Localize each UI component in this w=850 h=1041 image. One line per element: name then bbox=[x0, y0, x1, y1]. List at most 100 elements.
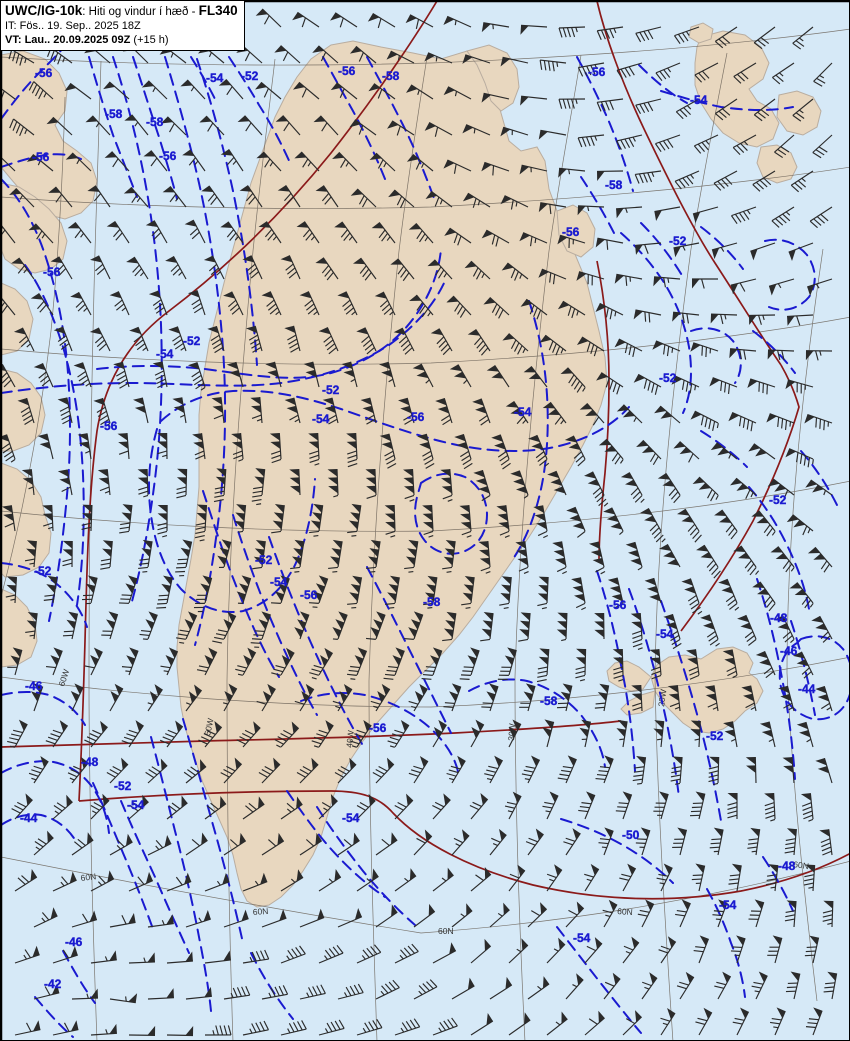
wind-barb bbox=[785, 971, 801, 1000]
wind-barb bbox=[328, 539, 343, 573]
isotherm--52-s bbox=[202, 490, 280, 678]
wind-barb bbox=[172, 397, 187, 424]
wind-barb bbox=[70, 683, 84, 712]
wind-barb bbox=[147, 988, 174, 1000]
wind-barb bbox=[90, 255, 111, 280]
isotherm--54-southtip bbox=[316, 806, 416, 926]
wind-barb bbox=[767, 935, 783, 964]
wind-barb bbox=[538, 129, 567, 140]
wind-barb bbox=[809, 206, 833, 229]
wind-barb bbox=[315, 257, 339, 281]
wind-barb bbox=[579, 403, 605, 426]
wind-barb bbox=[449, 364, 472, 388]
parallel-65n bbox=[1, 657, 849, 708]
isotherm--54-tr2 bbox=[638, 64, 688, 104]
wind-barb bbox=[652, 340, 681, 357]
wind-barb bbox=[332, 683, 353, 712]
wind-barb bbox=[480, 612, 494, 642]
wind-barb bbox=[708, 756, 720, 786]
wind-barb bbox=[128, 794, 149, 820]
wind-barb bbox=[212, 611, 237, 644]
isotherm--46-sw bbox=[1, 691, 86, 726]
wind-barb bbox=[322, 397, 339, 425]
wind-barb bbox=[409, 294, 434, 318]
wind-barb bbox=[258, 757, 281, 784]
wind-barb bbox=[481, 92, 510, 103]
wind-barb bbox=[804, 413, 833, 431]
wind-barb bbox=[280, 255, 301, 280]
wind-barb bbox=[478, 541, 491, 574]
wind-barb bbox=[467, 329, 491, 356]
wind-barb bbox=[635, 26, 662, 43]
baffin-coast-mid bbox=[1, 368, 46, 452]
wind-barb bbox=[299, 832, 323, 856]
wind-barb bbox=[667, 685, 681, 712]
wind-barb bbox=[90, 950, 117, 964]
wind-barb bbox=[489, 902, 510, 928]
wind-barb bbox=[71, 988, 99, 1000]
wind-barb bbox=[527, 976, 550, 1000]
wind-barb bbox=[156, 575, 173, 609]
isotherm--54-se bbox=[706, 888, 746, 998]
wind-barb bbox=[538, 202, 567, 215]
wind-barb bbox=[166, 795, 188, 820]
wind-barb bbox=[819, 829, 833, 856]
wind-barb bbox=[557, 755, 577, 784]
wind-barb bbox=[183, 759, 207, 784]
wind-barb bbox=[106, 757, 129, 784]
wind-barb bbox=[280, 869, 304, 892]
wind-barb bbox=[308, 433, 320, 466]
wind-barb bbox=[709, 827, 724, 856]
wind-barb bbox=[748, 314, 776, 325]
wind-barb bbox=[349, 720, 372, 748]
wind-barb bbox=[375, 904, 398, 928]
isotherm-label: -56 bbox=[338, 64, 356, 78]
wind-barb bbox=[596, 372, 624, 395]
isotherm-label: -56 bbox=[35, 66, 53, 80]
wind-barb bbox=[672, 311, 700, 324]
wind-barb bbox=[25, 612, 38, 640]
wind-barb bbox=[117, 433, 130, 460]
wind-barb bbox=[160, 647, 179, 676]
wind-barb bbox=[33, 362, 54, 388]
wind-barb bbox=[464, 260, 491, 280]
wind-barb bbox=[558, 26, 586, 38]
valid-time-label: VT: bbox=[5, 33, 25, 46]
wind-barb bbox=[145, 758, 168, 784]
isotherm-label: -56 bbox=[562, 225, 580, 239]
wind-barb bbox=[737, 614, 757, 646]
wind-barb bbox=[159, 720, 184, 748]
wind-barb bbox=[284, 397, 301, 424]
wind-barb bbox=[43, 575, 58, 604]
wind-barb bbox=[759, 721, 776, 748]
wind-barb bbox=[675, 98, 700, 120]
wind-barb bbox=[280, 1020, 307, 1036]
wind-barb bbox=[792, 651, 814, 679]
wind-barb bbox=[417, 433, 435, 469]
wind-barb bbox=[403, 469, 415, 502]
wind-barbs bbox=[1, 8, 838, 1037]
wind-barb bbox=[52, 794, 73, 820]
wind-barb bbox=[659, 544, 681, 568]
isotherm--52-central bbox=[96, 248, 442, 379]
wind-barb bbox=[489, 976, 513, 1000]
meridian-30w bbox=[514, 54, 582, 1040]
wind-barb bbox=[709, 377, 738, 394]
header-line-init-time: IT: Fös.. 19. Sep.. 2025 18Z bbox=[5, 20, 238, 34]
wind-barb bbox=[657, 472, 681, 504]
wind-barb bbox=[318, 327, 339, 355]
wind-barb bbox=[584, 937, 603, 964]
isotherm-label: -56 bbox=[609, 598, 627, 612]
isotherm--46-s2 bbox=[182, 718, 244, 944]
wind-barb bbox=[822, 900, 834, 928]
wind-barb bbox=[518, 612, 531, 642]
wind-barb bbox=[584, 471, 609, 507]
wind-barb bbox=[176, 468, 188, 499]
wind-barb bbox=[654, 206, 681, 221]
wind-barb bbox=[700, 614, 720, 647]
isotherm--54-ice bbox=[628, 588, 680, 798]
wind-barb bbox=[500, 56, 529, 67]
wind-barb bbox=[504, 791, 522, 820]
wind-barb bbox=[126, 256, 149, 280]
wind-barb bbox=[469, 792, 489, 820]
